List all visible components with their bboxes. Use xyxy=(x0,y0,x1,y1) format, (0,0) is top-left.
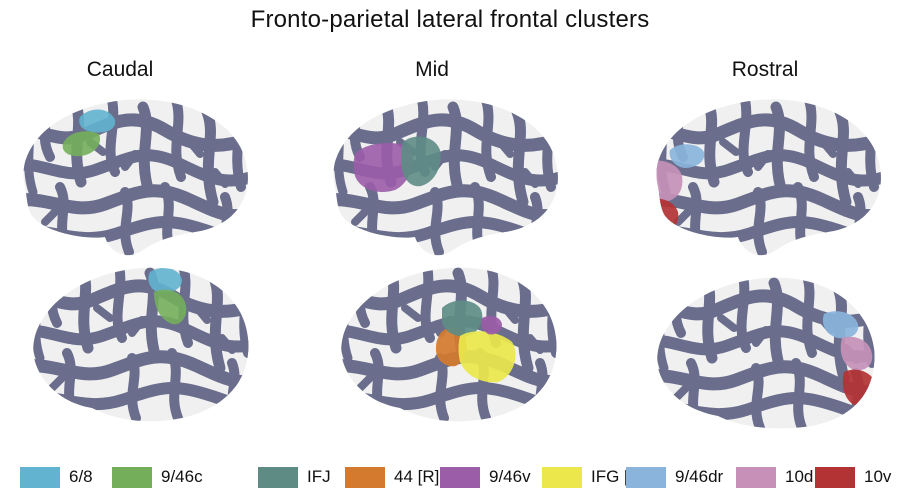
legend-label: 44 [R] xyxy=(394,467,440,486)
legend-swatch xyxy=(345,466,385,488)
legend-swatch xyxy=(736,466,776,488)
figure-title: Fronto-parietal lateral frontal clusters xyxy=(250,6,650,33)
legend-label: 9/46v xyxy=(489,467,531,486)
legend-label: 6/8 xyxy=(69,467,93,486)
column-label-rostral: Rostral xyxy=(731,58,799,81)
legend-item-9-46dr: 9/46dr xyxy=(626,466,723,488)
legend-swatch xyxy=(815,466,855,488)
legend-swatch xyxy=(20,466,60,488)
brain-rostral-bottom xyxy=(657,277,875,429)
brain-mid-top xyxy=(333,99,558,256)
legend-item-10v: 10v xyxy=(815,466,891,488)
legend-item-10d: 10d xyxy=(736,466,813,488)
legend-label: 10v xyxy=(864,467,892,486)
legend-label: IFJ xyxy=(307,467,331,486)
legend-item-9-46v: 9/46v xyxy=(440,466,531,488)
legend-label: 10d xyxy=(785,467,814,486)
legend-item-ifj: IFJ xyxy=(258,466,331,488)
legend-label: 9/46dr xyxy=(675,467,724,486)
legend-item-6-8: 6/8 xyxy=(20,466,93,488)
brain-caudal-bottom xyxy=(33,267,249,422)
legend-item-9-46c: 9/46c xyxy=(112,466,203,488)
legend-swatch xyxy=(626,466,666,488)
column-label-mid: Mid xyxy=(415,58,449,81)
brain-mid-bottom xyxy=(341,267,557,422)
column-label-caudal: Caudal xyxy=(86,58,154,81)
legend-label: 9/46c xyxy=(161,467,203,486)
brain-rostral-top xyxy=(656,99,881,256)
legend-swatch xyxy=(112,466,152,488)
legend-swatch xyxy=(542,466,582,488)
legend-swatch xyxy=(258,466,298,488)
legend-swatch xyxy=(440,466,480,488)
brain-caudal-top xyxy=(23,99,248,256)
legend-item-44r: 44 [R] xyxy=(345,466,439,488)
